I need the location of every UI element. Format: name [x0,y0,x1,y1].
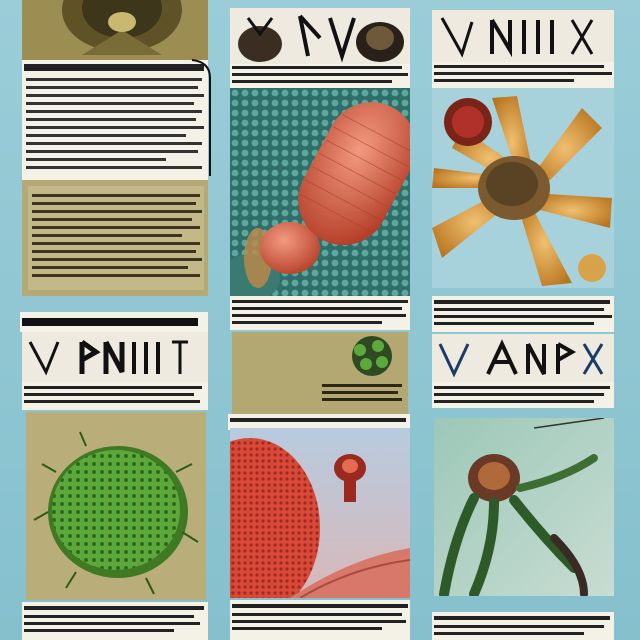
caption-lines-h [232,604,408,630]
caption-lines-f [24,606,204,632]
caption-lines-i [434,386,610,403]
top-left-olive-text [22,180,208,296]
top-right-caption-lines [432,62,614,88]
insect-micrograph [434,418,614,596]
bottom-right-symbol-strip [432,334,614,382]
olive-panel-drawing [232,332,408,414]
green-cell-micrograph [26,412,206,600]
bottom-center-caption-lines [228,414,410,430]
text-lines-olive [22,180,208,296]
top-right-bottom-caption [432,296,614,332]
red-sphere-drawing [230,428,410,598]
top-right-symbol-strip [432,10,614,62]
top-center-bottom-caption [230,296,410,330]
green-cell-drawing [26,412,206,600]
caption-lines-g [230,418,406,422]
insect-drawing [434,418,614,596]
red-sphere-micrograph [230,428,410,598]
bottom-center-olive-panel [232,332,408,414]
caption-lines-e [24,386,202,403]
text-lines-upper [24,64,204,169]
bottom-right-bottom-caption [432,612,614,640]
top-left-article-text [22,60,208,180]
top-left-insect-photo [22,0,208,60]
symbol-glyphs-right [432,10,614,62]
symbol-glyphs-left [22,332,208,382]
insect-head-drawing [22,0,208,60]
bottom-left-symbol-strip [22,332,208,382]
top-center-caption-lines [230,64,410,88]
symbol-glyphs-bottom-right [432,334,614,382]
caption-lines-c [434,65,612,82]
caption-lines-d [434,300,612,325]
bottom-left-caption-lines [22,382,208,410]
red-cell-drawing [230,88,410,296]
symbol-glyphs [230,8,410,64]
bottom-right-caption-lines [432,382,614,408]
amber-organism-micrograph [432,88,614,288]
headline-bar [22,318,198,326]
bottom-left-bottom-caption [22,602,208,640]
red-cell-micrograph [230,88,410,296]
mid-left-headline [20,312,208,332]
caption-lines-a [232,66,408,83]
caption-lines-j [434,616,610,635]
amber-organism-drawing [432,88,614,288]
top-center-symbol-strip [230,8,410,64]
bottom-center-bottom-caption [230,600,410,640]
caption-lines-b [232,300,408,324]
bracket-line [191,59,211,176]
